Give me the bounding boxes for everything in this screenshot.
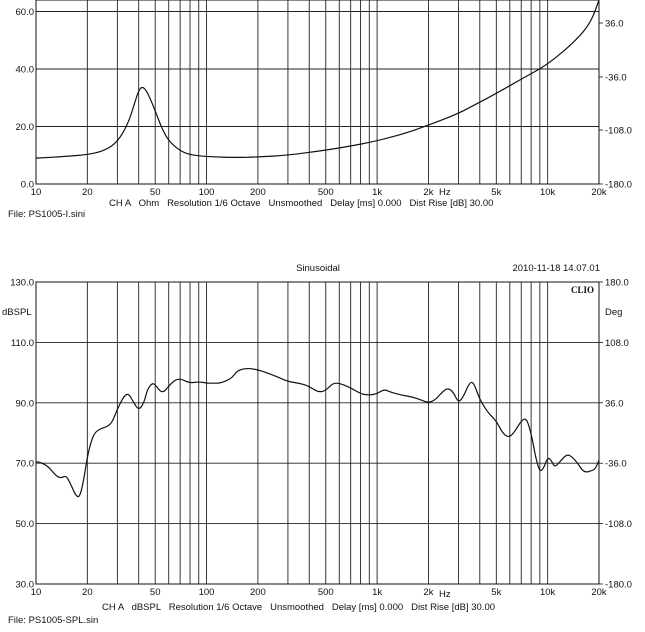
x-tick-label: 200 xyxy=(250,587,266,598)
clio-logo: CLIO xyxy=(571,285,594,295)
spl-info-line: CH A dBSPL Resolution 1/6 Octave Unsmoot… xyxy=(102,602,495,613)
x-tick-label: 2k xyxy=(423,187,433,198)
spl-chart: Sinusoidal 2010-11-18 14.07.01 CLIO 30.0… xyxy=(2,263,632,626)
y2-tick-label: -180.0 xyxy=(605,580,632,591)
y2-tick-label: -180.0 xyxy=(605,180,632,191)
impedance-x-unit: Hz xyxy=(439,187,451,198)
y-tick-label: 20.0 xyxy=(16,122,35,133)
y2-tick-label: 108.0 xyxy=(605,338,629,349)
x-tick-label: 10 xyxy=(31,587,42,598)
spl-x-unit: Hz xyxy=(439,589,451,600)
x-tick-label: 20 xyxy=(82,587,93,598)
x-tick-label: 20k xyxy=(591,187,607,198)
x-tick-label: 5k xyxy=(491,187,501,198)
x-tick-label: 100 xyxy=(199,587,215,598)
spl-plot-frame xyxy=(35,281,600,585)
x-tick-label: 2k xyxy=(423,587,433,598)
x-tick-label: 10 xyxy=(31,187,42,198)
y2-tick-label: -108.0 xyxy=(605,126,632,137)
y-tick-label: 50.0 xyxy=(16,519,35,530)
y-tick-label: 70.0 xyxy=(16,459,35,470)
y-tick-label: 30.0 xyxy=(16,580,35,591)
x-tick-label: 500 xyxy=(318,587,334,598)
x-tick-label: 50 xyxy=(150,187,161,198)
y2-tick-label: -36.0 xyxy=(605,459,627,470)
x-tick-label: 1k xyxy=(372,187,382,198)
impedance-y2-tick-labels: 36.0 -36.0 -108.0 -180.0 xyxy=(599,19,632,191)
impedance-file-label: File: PS1005-I.sini xyxy=(8,209,85,220)
y2-tick-label: 36.0 xyxy=(605,19,624,30)
impedance-grid xyxy=(36,0,599,184)
impedance-y-tick-labels: 0.0 20.0 40.0 60.0 xyxy=(16,7,35,191)
spl-y-tick-labels: 30.0 50.0 70.0 90.0 110.0 130.0 xyxy=(10,278,34,591)
spl-y2label: Deg xyxy=(605,307,622,318)
spl-curve xyxy=(35,367,600,498)
impedance-curve xyxy=(35,0,600,159)
impedance-info-line: CH A Ohm Resolution 1/6 Octave Unsmoothe… xyxy=(109,198,493,209)
impedance-x-tick-labels: 10 20 50 100 200 500 1k 2k 5k 10k 20k xyxy=(31,187,607,198)
x-tick-label: 50 xyxy=(150,587,161,598)
y-tick-label: 130.0 xyxy=(10,278,34,289)
y-tick-label: 60.0 xyxy=(16,7,35,18)
x-tick-label: 20 xyxy=(82,187,93,198)
y2-tick-label: 180.0 xyxy=(605,278,629,289)
spl-grid xyxy=(36,282,599,584)
y-tick-label: 40.0 xyxy=(16,65,35,76)
x-tick-label: 500 xyxy=(318,187,334,198)
spl-file-label: File: PS1005-SPL.sin xyxy=(8,615,98,626)
y2-tick-label: -36.0 xyxy=(605,73,627,84)
spl-y2-tick-labels: 180.0 108.0 36.0 -36.0 -108.0 -180.0 xyxy=(599,278,632,591)
spl-ylabel: dBSPL xyxy=(2,307,32,318)
y-tick-label: 110.0 xyxy=(11,338,34,349)
x-tick-label: 200 xyxy=(250,187,266,198)
y2-tick-label: -108.0 xyxy=(605,519,632,530)
x-tick-label: 10k xyxy=(540,187,556,198)
y2-tick-label: 36.0 xyxy=(605,398,624,409)
y-tick-label: 0.0 xyxy=(21,180,34,191)
clio-logo-box xyxy=(558,284,596,295)
x-tick-label: 1k xyxy=(372,587,382,598)
spl-x-tick-labels: 10 20 50 100 200 500 1k 2k 5k 10k 20k xyxy=(31,587,607,598)
impedance-plot-frame xyxy=(35,0,600,185)
x-tick-label: 5k xyxy=(491,587,501,598)
spl-timestamp: 2010-11-18 14.07.01 xyxy=(512,263,600,274)
x-tick-label: 100 xyxy=(199,187,215,198)
impedance-chart: 0.0 20.0 40.0 60.0 36.0 -36.0 -108.0 -180.0 10… xyxy=(8,0,632,220)
x-tick-label: 20k xyxy=(591,587,607,598)
y-tick-label: 90.0 xyxy=(16,398,35,409)
spl-title: Sinusoidal xyxy=(296,263,340,274)
x-tick-label: 10k xyxy=(540,587,556,598)
